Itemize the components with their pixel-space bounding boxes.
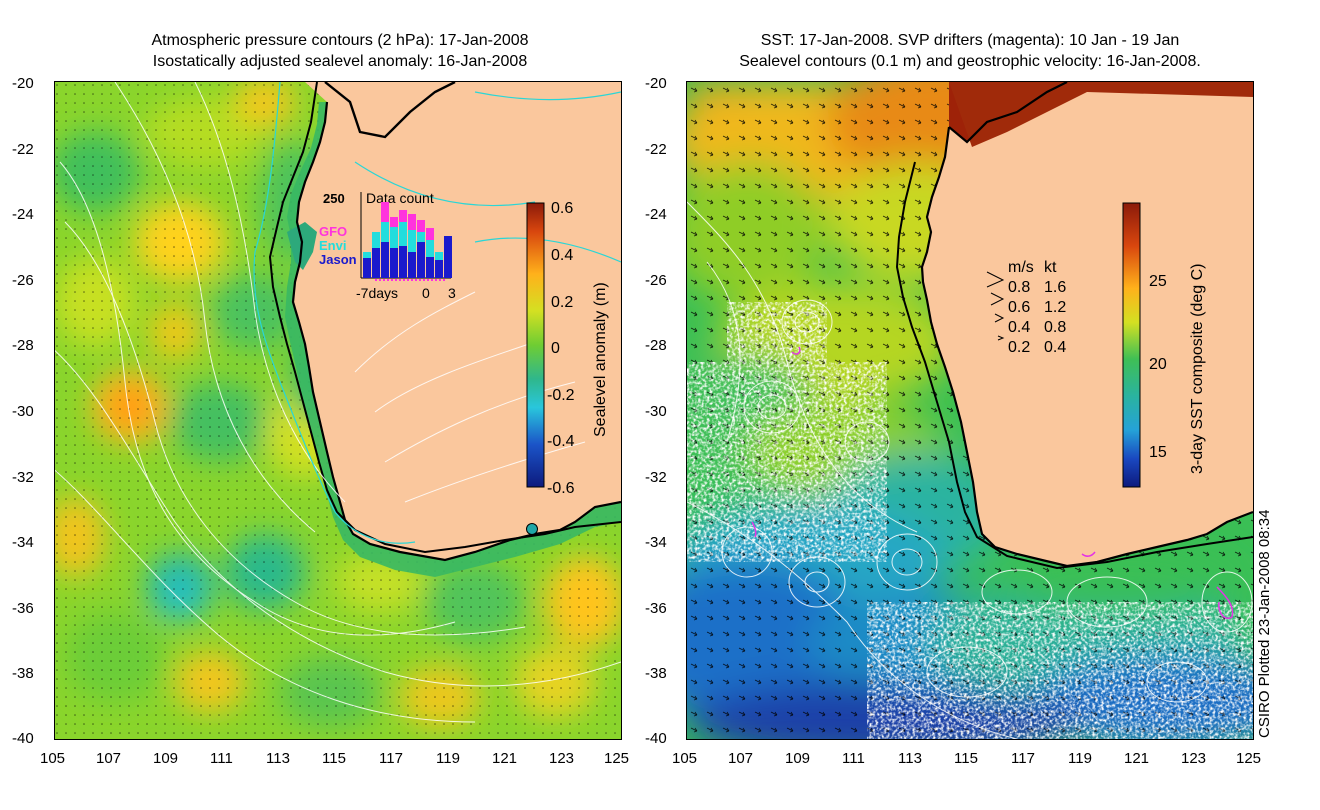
svp-drifters [751, 346, 1234, 619]
velocity-legend: m/s kt 0.8 1.6 0.6 1.2 0.4 0.8 0.2 0.4 [986, 259, 1066, 356]
svg-text:0.8: 0.8 [1044, 319, 1066, 336]
plotted-timestamp: CSIRO Plotted 23-Jan-2008 08:34 [1256, 509, 1273, 738]
svg-text:-0.6: -0.6 [547, 480, 575, 497]
inset-gfo-label: GFO [319, 224, 347, 239]
right-map-title: SST: 17-Jan-2008. SVP drifters (magenta)… [660, 30, 1280, 72]
coastline-sst [920, 126, 1253, 568]
sst-map: m/s kt 0.8 1.6 0.6 1.2 0.4 0.8 0.2 0.4 [686, 81, 1254, 740]
svg-text:0: 0 [551, 340, 560, 357]
inset-bars [363, 202, 452, 278]
left-map-title: Atmospheric pressure contours (2 hPa): 1… [40, 30, 640, 72]
inset-envi-label: Envi [319, 238, 346, 253]
svg-text:0.6: 0.6 [1008, 299, 1030, 316]
right-title-line2: Sealevel contours (0.1 m) and geostrophi… [739, 53, 1201, 70]
svg-text:0.4: 0.4 [1044, 339, 1066, 356]
sst-field [687, 82, 1253, 739]
sst-map-canvas: m/s kt 0.8 1.6 0.6 1.2 0.4 0.8 0.2 0.4 [687, 82, 1253, 739]
svg-text:0.4: 0.4 [551, 247, 573, 264]
pressure-contours [55, 82, 621, 723]
svg-text:0.4: 0.4 [1008, 319, 1030, 336]
svg-text:1.6: 1.6 [1044, 279, 1066, 296]
sealevel-anomaly-map: 250 Data count GFO Envi Jason -7days [54, 81, 622, 740]
svg-text:-0.2: -0.2 [547, 387, 575, 404]
inset-axis-end: 3 [448, 285, 456, 301]
sla-colorbar-ticks: 0.6 0.4 0.2 0 -0.2 -0.4 -0.6 [547, 200, 575, 497]
svg-text:15: 15 [1149, 444, 1167, 461]
sealevel-anomaly-map-canvas: 250 Data count GFO Envi Jason -7days [55, 82, 621, 739]
svg-text:1.2: 1.2 [1044, 299, 1066, 316]
sla-colorbar [526, 202, 545, 488]
svg-text:m/s: m/s [1008, 259, 1034, 276]
svg-text:0.6: 0.6 [551, 200, 573, 217]
data-count-inset: 250 Data count GFO Envi Jason -7days [319, 190, 456, 301]
sst-colorbar-ticks: 25 20 15 [1149, 273, 1167, 461]
svg-text:20: 20 [1149, 356, 1167, 373]
svg-text:kt: kt [1044, 259, 1057, 276]
svg-text:0.2: 0.2 [1008, 339, 1030, 356]
right-title-line1: SST: 17-Jan-2008. SVP drifters (magenta)… [760, 32, 1180, 49]
sst-colorbar [1122, 202, 1141, 488]
sla-colorbar-label: Sealevel anomaly (m) [592, 282, 609, 437]
australia-land-sst [922, 82, 1253, 566]
left-title-line1: Atmospheric pressure contours (2 hPa): 1… [151, 32, 529, 49]
inset-axis-zero: 0 [422, 285, 430, 301]
inset-max-label: 250 [323, 191, 345, 206]
svg-text:0.2: 0.2 [551, 294, 573, 311]
svg-text:0.8: 0.8 [1008, 279, 1030, 296]
tide-gauge-marker [526, 523, 538, 535]
sealevel-contours [687, 201, 1253, 739]
sla-field [55, 82, 621, 739]
svg-text:-0.4: -0.4 [547, 433, 575, 450]
inset-title: Data count [366, 190, 434, 206]
left-title-line2: Isostatically adjusted sealevel anomaly:… [152, 53, 528, 70]
inset-jason-label: Jason [319, 252, 357, 267]
sst-colorbar-label: 3-day SST composite (deg C) [1189, 264, 1206, 474]
svg-text:25: 25 [1149, 273, 1167, 290]
inset-axis-start: -7days [356, 285, 398, 301]
